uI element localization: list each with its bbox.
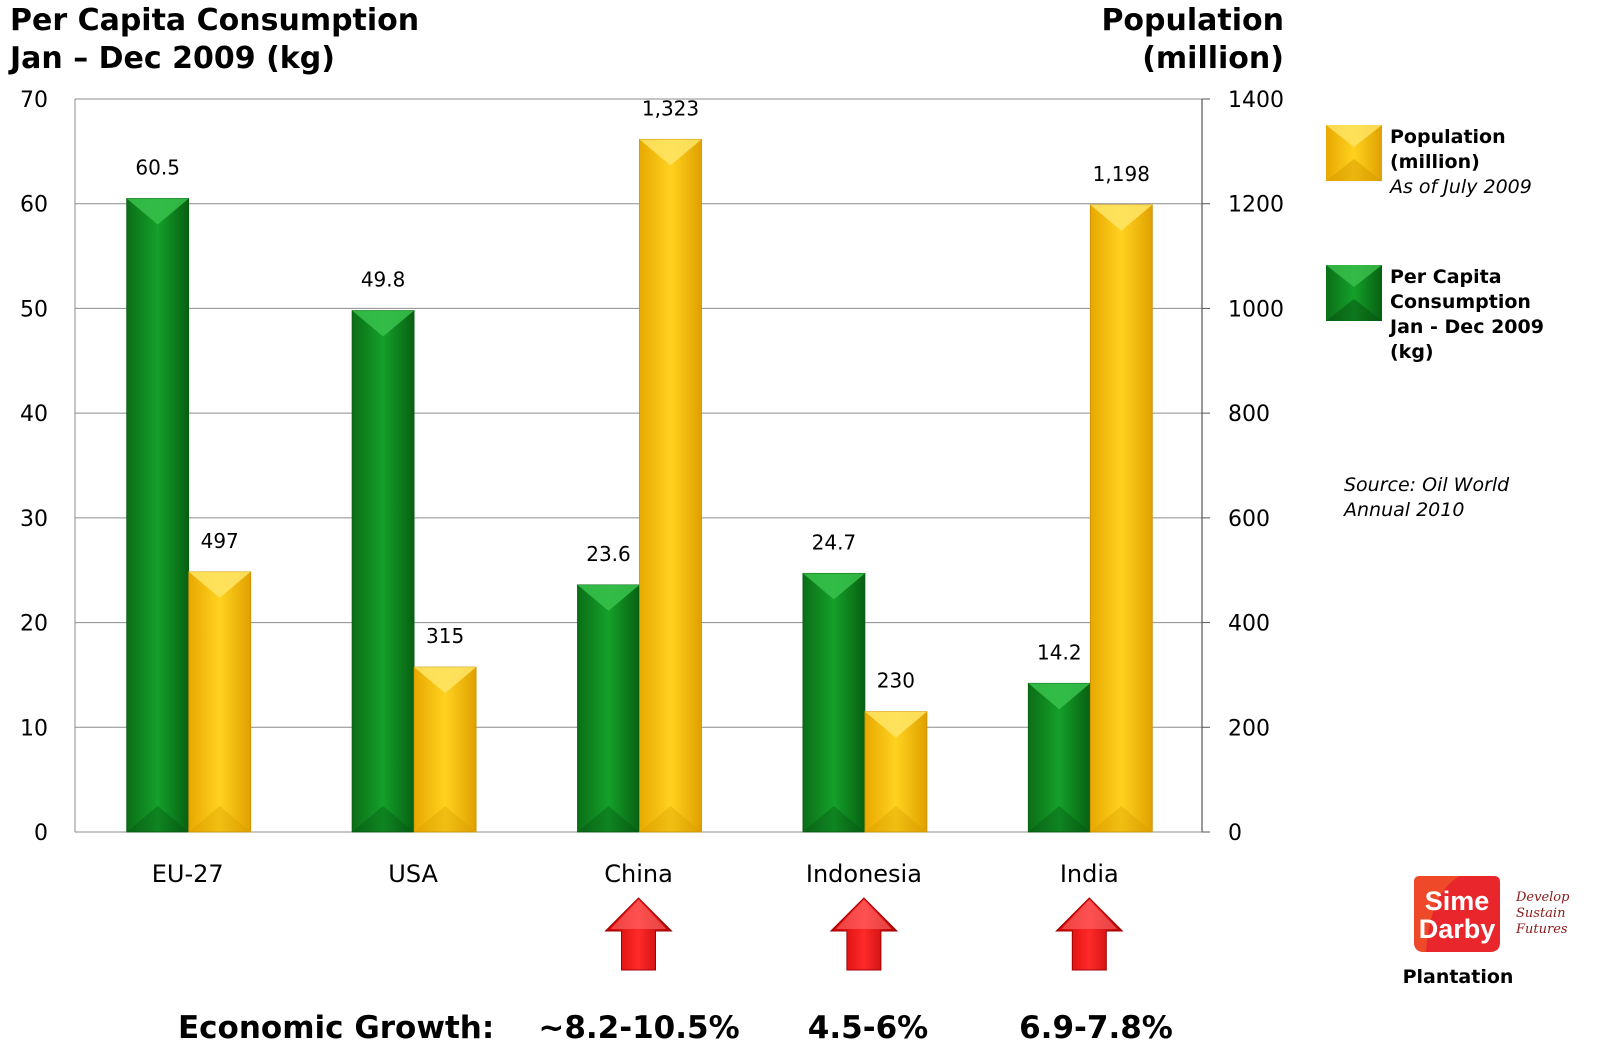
left-axis-tick-label: 30 <box>20 507 48 532</box>
legend-population-line2: (million) <box>1390 151 1480 173</box>
population-bar <box>413 666 477 833</box>
bar-bevel-top <box>414 667 477 694</box>
x-axis-category-label: EU-27 <box>152 860 224 888</box>
bar-bevel-top <box>864 711 927 738</box>
right-axis-title-line1: Population <box>1101 3 1284 38</box>
growth-arrow-highlight <box>610 900 667 929</box>
bar-bevel-top <box>352 310 415 337</box>
bar-value-label: 49.8 <box>361 268 406 292</box>
bar-bevel-bottom <box>188 806 251 832</box>
bar-bevel-top <box>577 584 640 611</box>
bar-bevel-top <box>802 573 865 600</box>
growth-arrow-highlight <box>835 900 892 929</box>
left-axis-tick-label: 40 <box>20 402 48 427</box>
bar-value-label: 1,198 <box>1093 162 1150 186</box>
left-axis-tick-label: 50 <box>20 297 48 322</box>
bar-bevel-top <box>639 139 702 166</box>
right-axis-tick-label: 1400 <box>1228 88 1284 113</box>
growth-arrow-highlight <box>1061 900 1118 929</box>
source-line2: Annual 2010 <box>1344 499 1465 521</box>
right-axis-title: Population (million) <box>1101 2 1284 78</box>
legend-consumption-line2: Consumption <box>1390 291 1531 313</box>
bar-bevel-top <box>188 571 251 598</box>
bar-value-label: 60.5 <box>135 155 180 179</box>
right-axis-title-line2: (million) <box>1142 41 1284 76</box>
legend-consumption-line3: Jan - Dec 2009 <box>1390 316 1544 338</box>
left-axis-title: Per Capita Consumption Jan – Dec 2009 (k… <box>10 2 419 78</box>
sime-darby-logo: Sime Darby Develop Sustain Futures Plant… <box>1402 870 1614 996</box>
legend-swatch-consumption <box>1326 265 1382 321</box>
x-axis-category-label: India <box>1060 860 1119 888</box>
growth-value-china: ~8.2-10.5% <box>538 1010 740 1046</box>
legend-swatch-population <box>1326 125 1382 181</box>
bar-bevel-top <box>1028 683 1091 710</box>
growth-arrow-icon <box>829 897 899 971</box>
bar-bevel-bottom <box>1090 806 1153 832</box>
logo-line1: Sime <box>1425 886 1490 916</box>
bar-bevel-bottom <box>352 806 415 832</box>
growth-value-india: 6.9-7.8% <box>1019 1010 1173 1046</box>
right-axis-tick-label: 0 <box>1228 821 1242 846</box>
legend-population-line1: Population <box>1390 126 1506 148</box>
bar-bevel-bottom <box>1028 806 1091 832</box>
logo-line2: Darby <box>1419 914 1496 944</box>
growth-arrow-icon <box>604 897 673 971</box>
bar-value-label: 497 <box>201 529 239 553</box>
x-axis-category-label: China <box>604 860 673 888</box>
sime-darby-logo-mark: Sime Darby <box>1414 876 1500 952</box>
economic-growth-label: Economic Growth: <box>178 1010 495 1046</box>
right-axis-tick-label: 600 <box>1228 507 1270 532</box>
left-axis-title-line2: Jan – Dec 2009 (kg) <box>10 41 335 76</box>
legend-population-note: As of July 2009 <box>1390 176 1532 198</box>
bar-bevel-bottom <box>802 806 865 832</box>
right-axis-tick-label: 200 <box>1228 716 1270 741</box>
right-axis-tick-label: 400 <box>1228 612 1270 637</box>
bar-value-label: 24.7 <box>812 530 857 554</box>
legend-consumption-line1: Per Capita <box>1390 266 1502 288</box>
bar-value-label: 1,323 <box>642 96 699 120</box>
population-bar <box>639 138 702 833</box>
bar-value-label: 23.6 <box>586 542 631 566</box>
left-axis-title-line1: Per Capita Consumption <box>10 3 420 38</box>
left-axis-tick-label: 20 <box>20 612 48 637</box>
bar-value-label: 14.2 <box>1037 640 1082 664</box>
right-axis-tick-label: 800 <box>1228 402 1270 427</box>
consumption-bar <box>577 584 640 833</box>
logo-subtitle: Plantation <box>1402 966 1514 988</box>
logo-tagline: Develop Sustain Futures <box>1516 890 1570 937</box>
left-axis-tick-label: 60 <box>20 193 48 218</box>
consumption-bar <box>802 572 866 833</box>
population-bar <box>1089 204 1153 833</box>
bar-bevel-top <box>126 198 189 225</box>
source-line1: Source: Oil World <box>1344 474 1510 496</box>
left-axis-tick-label: 0 <box>34 821 48 846</box>
bar-bevel-bottom <box>414 806 477 832</box>
bar-bevel-bottom <box>126 806 189 832</box>
bar-value-label: 230 <box>877 669 915 693</box>
consumption-bar <box>126 198 190 833</box>
x-axis-category-label: USA <box>388 860 438 888</box>
left-axis-tick-label: 10 <box>20 716 48 741</box>
legend-consumption-line4: (kg) <box>1390 341 1434 363</box>
right-axis-tick-label: 1200 <box>1228 193 1284 218</box>
bar-bevel-bottom <box>577 806 640 832</box>
right-axis-tick-label: 1000 <box>1228 297 1284 322</box>
left-axis-tick-label: 70 <box>20 88 48 113</box>
bar-bevel-bottom <box>639 806 702 832</box>
growth-value-indonesia: 4.5-6% <box>807 1010 929 1046</box>
bar-bevel-top <box>1090 204 1153 231</box>
source-note: Source: Oil World Annual 2010 <box>1344 473 1584 523</box>
consumption-bar <box>351 310 415 833</box>
population-bar <box>188 571 252 833</box>
bar-bevel-bottom <box>864 806 927 832</box>
growth-arrow-icon <box>1055 897 1124 971</box>
bar-value-label: 315 <box>426 624 464 648</box>
x-axis-category-label: Indonesia <box>806 860 922 888</box>
